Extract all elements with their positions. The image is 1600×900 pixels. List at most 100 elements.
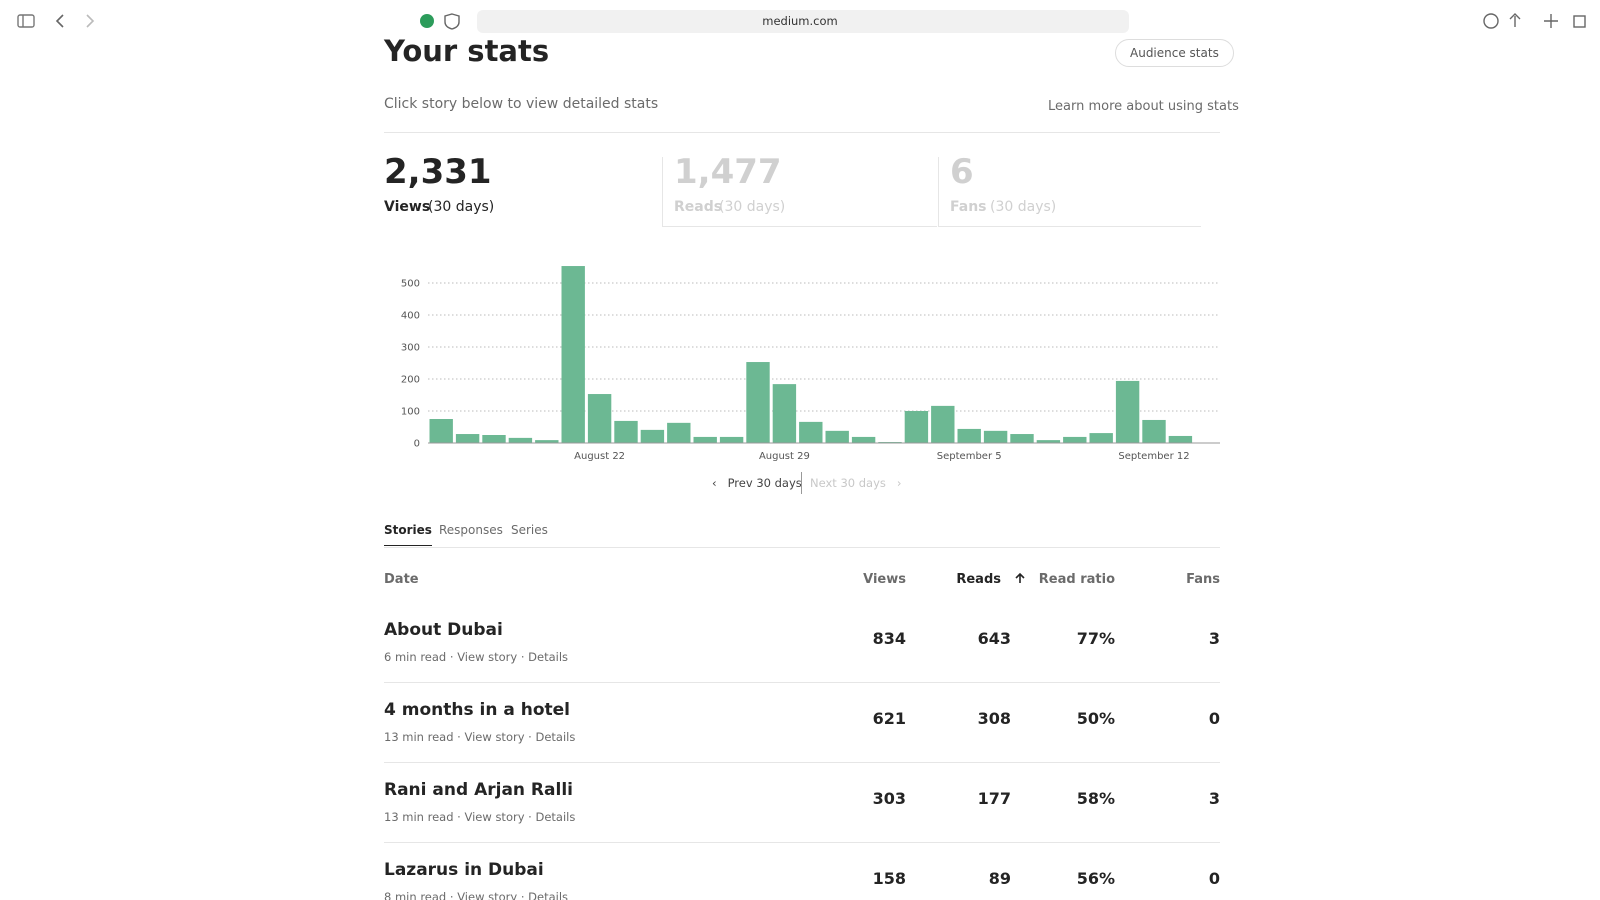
story-meta: 8 min read · View story · Details [384, 890, 568, 900]
story-meta: 6 min read · View story · Details [384, 650, 569, 664]
column-header[interactable]: Fans [1186, 572, 1220, 587]
bar [1142, 419, 1166, 443]
bar [455, 434, 480, 443]
story-title[interactable]: Lazarus in Dubai [384, 860, 544, 880]
details[interactable]: Details [535, 810, 576, 824]
story-meta: 13 min read · View story · Details [384, 810, 576, 824]
column-header[interactable]: Reads [956, 572, 1001, 587]
bar [482, 435, 506, 443]
story-title[interactable]: Rani and Arjan Ralli [384, 780, 573, 800]
prev-label: Prev 30 days [727, 476, 802, 490]
divider [384, 132, 1220, 133]
view[interactable]: View story [457, 890, 518, 900]
stat-value[interactable]: 1,477 [674, 152, 782, 192]
view[interactable]: View story [464, 810, 525, 824]
bar [1036, 440, 1061, 443]
y-tick-label: 200 [401, 375, 420, 386]
bar [746, 362, 770, 443]
address-bar[interactable] [477, 10, 1129, 33]
story-meta: 13 min read · View story · Details [384, 730, 576, 744]
stat-border [938, 157, 1201, 227]
x-tick-label: August 29 [759, 451, 810, 462]
bar [640, 429, 665, 443]
stat-period: (30 days) [990, 199, 1057, 215]
cell-ratio: 50% [1076, 709, 1115, 728]
read-time: 13 min read [384, 730, 454, 744]
bar [931, 405, 955, 443]
tab[interactable]: Responses [439, 523, 503, 537]
bar [851, 436, 876, 443]
bar [825, 430, 849, 443]
bar [772, 384, 797, 443]
bar [1168, 435, 1193, 443]
stat-value[interactable]: 2,331 [384, 152, 492, 192]
row-divider [384, 842, 1220, 843]
tab[interactable]: Stories [384, 523, 432, 546]
bar [904, 411, 929, 443]
story-title[interactable]: 4 months in a hotel [384, 700, 571, 720]
url: medium.com [762, 14, 838, 28]
pager-divider [801, 472, 802, 494]
details[interactable]: Details [528, 650, 569, 664]
cell-fans: 3 [1208, 629, 1220, 648]
column-header[interactable]: Read ratio [1038, 572, 1115, 587]
subtitle: Click story below to view detailed stats [384, 96, 659, 112]
view[interactable]: View story [464, 730, 525, 744]
view[interactable]: View story [457, 650, 518, 664]
audience-stats-button[interactable]: Audience stats [1115, 39, 1234, 67]
y-tick-label: 400 [401, 311, 420, 322]
stat-label: Views [384, 199, 431, 215]
stat-border [662, 157, 937, 227]
divider [384, 547, 1220, 548]
bar [535, 440, 559, 443]
bar [1089, 433, 1113, 443]
toolbar-icons [17, 13, 1586, 30]
bar [429, 419, 453, 443]
details[interactable]: Details [528, 890, 569, 900]
bar [983, 430, 1008, 443]
cell-ratio: 77% [1076, 629, 1115, 648]
y-tick-label: 0 [414, 439, 420, 450]
bar [1115, 380, 1140, 443]
cell-ratio: 56% [1076, 869, 1115, 888]
bar [719, 436, 744, 443]
y-tick-label: 300 [401, 343, 420, 354]
column-header[interactable]: Views [863, 572, 906, 587]
bar [693, 436, 717, 443]
cell-fans: 0 [1208, 869, 1220, 888]
cell-reads: 308 [977, 709, 1011, 728]
cell-views: 158 [872, 869, 906, 888]
cell-fans: 3 [1208, 789, 1220, 808]
cell-fans: 0 [1208, 709, 1220, 728]
bar [1063, 436, 1087, 443]
prev-button[interactable]: ‹ Prev 30 days [712, 476, 802, 490]
read-time: 13 min read [384, 810, 454, 824]
x-tick-label: September 5 [937, 451, 1002, 462]
page-title: Your stats [384, 34, 550, 68]
next-label: Next 30 days [810, 476, 886, 490]
stat-value[interactable]: 6 [950, 152, 974, 192]
x-tick-label: September 12 [1118, 451, 1189, 462]
cell-reads: 177 [977, 789, 1011, 808]
bar [561, 266, 585, 443]
tab[interactable]: Series [511, 523, 548, 537]
story-title[interactable]: About Dubai [384, 620, 503, 640]
bar [614, 420, 638, 443]
details[interactable]: Details [535, 730, 576, 744]
next-button: Next 30 days › [810, 476, 902, 490]
stat-period: (30 days) [428, 199, 495, 215]
stat-label: Reads [674, 199, 723, 215]
help-link[interactable]: Learn more about using stats [1048, 99, 1239, 114]
cell-views: 621 [872, 709, 906, 728]
bar [508, 437, 533, 443]
bar [1010, 434, 1034, 443]
cell-ratio: 58% [1076, 789, 1115, 808]
row-divider [384, 682, 1220, 683]
stat-period: (30 days) [719, 199, 786, 215]
read-time: 8 min read [384, 890, 447, 900]
cell-reads: 643 [977, 629, 1011, 648]
cell-views: 303 [872, 789, 906, 808]
cell-views: 834 [872, 629, 906, 648]
